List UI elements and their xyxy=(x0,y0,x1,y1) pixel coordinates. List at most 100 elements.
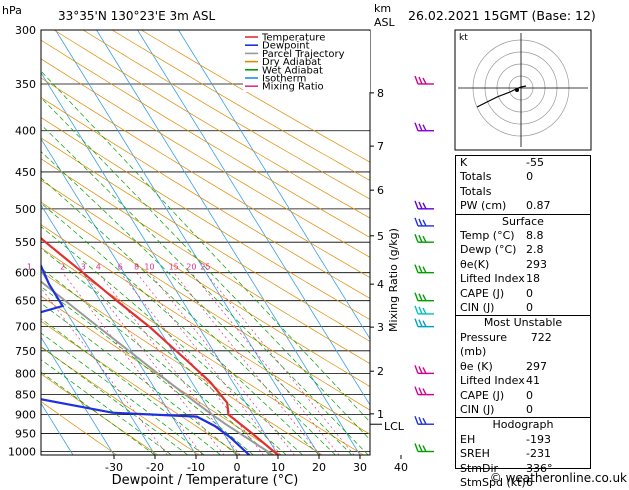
pressure-tick-label: 400 xyxy=(15,125,36,138)
wind-barb xyxy=(414,305,434,315)
wet-adiabat xyxy=(41,97,370,441)
legend-box xyxy=(243,31,370,92)
index-row: StmDir 336° xyxy=(456,462,590,476)
index-row: EH -193 xyxy=(456,433,590,447)
index-row: θe(K) 293 xyxy=(456,258,590,272)
storm-motion-marker xyxy=(515,88,519,92)
height-tick-label: 7 xyxy=(377,140,384,153)
dry-adiabat xyxy=(41,401,118,455)
mixing-ratio-label: 1 xyxy=(27,263,32,272)
dry-adiabat xyxy=(141,30,370,163)
pressure-axis: 300 350 400 450 500 550 600 650 700 750 800 850 900 9… xyxy=(8,24,36,459)
dry-adiabat xyxy=(112,30,370,181)
index-label: CAPE (J) xyxy=(460,388,505,402)
datetime-title: 26.02.2021 15GMT (Base: 12) xyxy=(408,8,596,23)
mixing-ratio-line xyxy=(136,272,281,455)
index-value: -231 xyxy=(526,447,551,461)
index-label: SREH xyxy=(460,447,490,461)
height-tick-label: 5 xyxy=(377,230,384,243)
mixing-ratio-line xyxy=(205,272,355,455)
index-value: 0 xyxy=(526,402,533,416)
index-label: PW (cm) xyxy=(460,199,507,213)
surface-header: Surface xyxy=(456,213,590,229)
index-label: Pressure (mb) xyxy=(460,330,507,359)
pressure-tick-label: 800 xyxy=(15,367,36,380)
lcl-label: LCL xyxy=(384,420,405,433)
index-row: CAPE (J) 0 xyxy=(456,287,590,301)
index-value: 293 xyxy=(526,257,547,271)
x-tick-label: 10 xyxy=(271,461,285,474)
index-value: 297 xyxy=(526,359,547,373)
index-row: Lifted Index 41 xyxy=(456,374,590,388)
mixing-ratio-line xyxy=(82,272,225,455)
index-label: CIN (J) xyxy=(460,301,495,315)
dewpoint-line xyxy=(41,263,251,455)
wind-barb xyxy=(414,75,434,85)
mixing-ratio-label: 6 xyxy=(118,263,123,272)
index-label: Lifted Index xyxy=(460,374,525,388)
mixing-ratio-labels: 1 2 3 4 6 8 10 15 20 25 xyxy=(27,263,211,272)
legend-label: Dry Adiabat xyxy=(262,57,321,68)
index-row: Pressure (mb) 722 xyxy=(456,331,590,360)
pressure-tick-label: 750 xyxy=(15,345,36,358)
pressure-tick-label: 500 xyxy=(15,203,36,216)
index-row: Lifted Index 18 xyxy=(456,272,590,286)
wet-adiabat xyxy=(41,267,271,455)
temperature-line xyxy=(41,236,279,455)
x-axis-title: Dewpoint / Temperature (°C) xyxy=(112,473,299,486)
mixing-ratio-line xyxy=(41,287,168,455)
dry-adiabat xyxy=(41,320,241,455)
legend-label: Temperature xyxy=(261,33,325,44)
wet-adiabat xyxy=(41,247,287,455)
wet-adiabat xyxy=(41,371,156,455)
dry-adiabat xyxy=(41,39,370,238)
wind-barb xyxy=(414,386,434,396)
x-tick-label: 20 xyxy=(312,461,326,474)
index-value: 18 xyxy=(526,272,540,286)
index-value: 0 xyxy=(526,170,534,184)
x-tick-label: 40 xyxy=(394,461,408,474)
dry-adiabat xyxy=(82,30,370,200)
mixing-ratio-line xyxy=(173,272,321,455)
parcel-trajectory-line xyxy=(41,280,274,455)
dry-adiabat xyxy=(41,201,370,411)
height-tick-label: 1 xyxy=(377,408,384,421)
index-row: Totals Totals 0 xyxy=(456,170,590,199)
mixing-ratio-label: 20 xyxy=(186,263,196,272)
wet-adiabat xyxy=(41,346,189,455)
copyright: © weatheronline.co.uk xyxy=(490,471,627,485)
mixing-ratio-label: 15 xyxy=(169,263,179,272)
index-value: 41 xyxy=(526,374,540,388)
x-tick-label: -10 xyxy=(187,461,205,474)
index-value: 2.8 xyxy=(526,243,544,257)
index-row: PW (cm) 0.87 xyxy=(456,199,590,213)
pressure-tick-label: 850 xyxy=(15,389,36,402)
isotherm-line xyxy=(96,30,361,455)
pressure-tick-label: 1000 xyxy=(8,446,36,459)
index-value: 6 xyxy=(526,475,533,489)
index-value: 0 xyxy=(526,388,533,402)
hodograph: kt xyxy=(454,29,592,151)
dry-adiabat xyxy=(41,295,282,455)
mixing-ratio-line xyxy=(62,272,203,455)
wind-barb xyxy=(414,443,434,453)
hodograph-header: Hodograph xyxy=(456,417,590,432)
wet-adiabat xyxy=(41,124,369,455)
index-row: SREH -231 xyxy=(456,447,590,461)
mixing-ratio-label: 4 xyxy=(96,263,101,272)
wind-barb xyxy=(414,233,434,243)
height-axis: 8 7 6 5 4 3 2 1 xyxy=(369,30,384,455)
height-tick-label: 8 xyxy=(377,87,384,100)
location-title: 33°35'N 130°23'E 3m ASL xyxy=(58,9,215,23)
legend-label: Dewpoint xyxy=(262,41,310,52)
isotherm-line xyxy=(41,270,156,455)
index-label: Totals Totals xyxy=(460,170,492,198)
x-tick-label: 0 xyxy=(234,461,241,474)
mixing-ratio-label: 3 xyxy=(81,263,86,272)
mixing-ratio-label: 25 xyxy=(200,263,210,272)
legend-label: Wet Adiabat xyxy=(262,65,323,76)
temperature-axis: -30 -20 -10 0 10 20 30 40 xyxy=(105,455,408,474)
asl-label: ASL xyxy=(374,16,396,29)
